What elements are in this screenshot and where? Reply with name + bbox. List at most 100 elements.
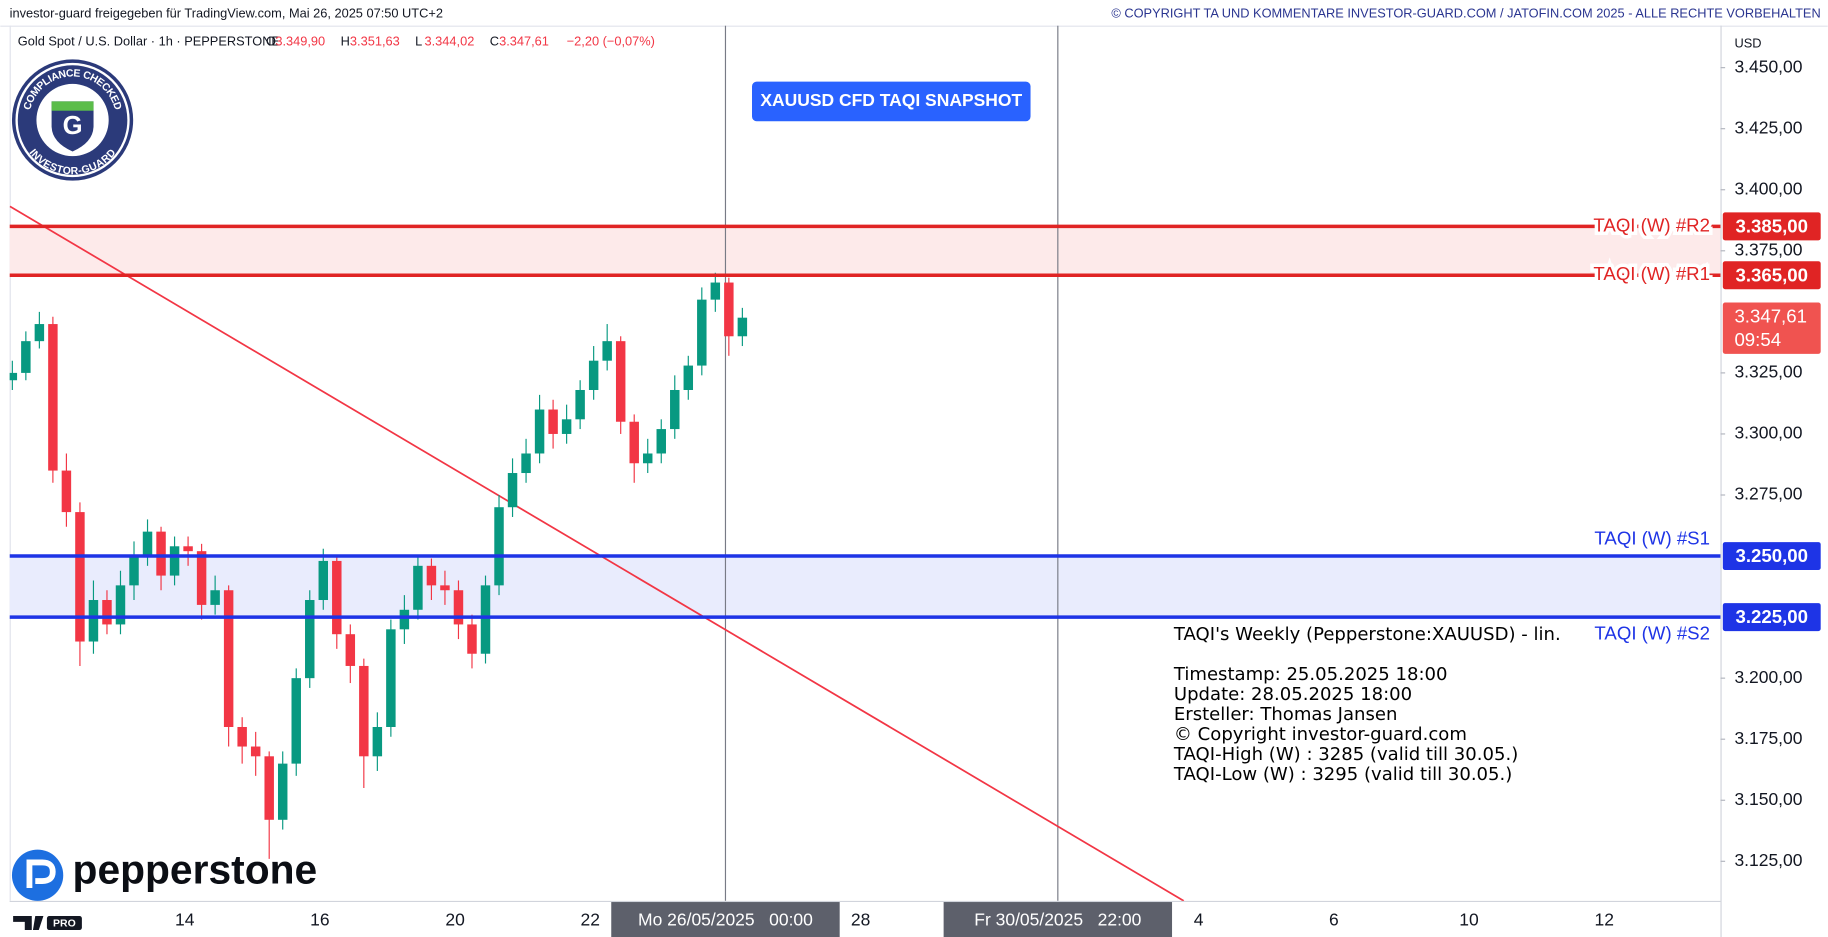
level-price-label: 3.365,00 [1736,264,1809,285]
y-tick-label: 3.300,00 [1734,423,1802,443]
level-price-label: 3.250,00 [1736,545,1809,566]
candle-body [588,360,599,390]
y-tick-label: 3.425,00 [1734,117,1802,137]
x-tick-label: Mo 26/05/2025 00:00 [638,909,813,929]
level-price-tag [1722,542,1821,571]
candle-body [196,551,207,605]
candle-body [345,634,356,666]
symbol-legend: Gold Spot / U.S. Dollar · 1h · PEPPERSTO… [18,33,655,48]
title-button: XAUUSD CFD TAQI SNAPSHOT [752,81,1031,122]
y-tick-label: 3.150,00 [1734,789,1802,809]
candle-body [9,372,18,381]
badge-letter: G [63,112,83,140]
candle-body [34,324,45,342]
candle-body [129,556,139,586]
candle-body [507,473,518,508]
level-zone [9,556,1721,618]
header-left: investor-guard freigegeben für TradingVi… [10,5,443,20]
x-tick-label: 20 [445,909,465,929]
level-price-tag [1722,212,1821,241]
candle-body [413,565,423,610]
x-tick-label: 12 [1594,909,1613,929]
candle-body [697,299,707,366]
x-tick-label: 22 [581,909,600,929]
note-line: Timestamp: 25.05.2025 18:00 [1173,664,1448,685]
current-price-tag [1722,302,1821,354]
candle-body [210,590,220,605]
brand-icon-p [26,859,56,889]
candle-body [223,590,234,727]
candle-body [629,421,639,464]
y-tick-label: 3.200,00 [1734,667,1802,687]
pro-label: PRO [53,918,76,929]
candle-body [724,282,734,337]
y-tick-label: 3.325,00 [1734,362,1802,382]
candle-body [683,365,694,390]
level-price-label: 3.385,00 [1736,215,1809,236]
candle-body [291,678,301,764]
x-tick-highlight [943,902,1173,937]
candle-body [115,585,126,625]
candle-body [453,590,464,625]
x-tick-label: 28 [851,909,870,929]
tradingview-logo: PRO [13,916,82,931]
pro-box [46,916,82,931]
level-zone [9,226,1721,276]
candle-body [61,470,72,513]
pepperstone-logo: pepperstone [11,847,318,901]
candle-body [480,585,491,654]
candle-body [183,546,193,552]
level-price-label: 3.225,00 [1736,606,1809,627]
candle-body [142,531,153,557]
candle-body [521,453,531,474]
ohlc-value: 3.344,02 [425,33,475,48]
candle-body [359,665,369,757]
countdown-label: 09:54 [1734,329,1781,350]
x-tick-label: 16 [310,909,329,929]
candle-body [264,756,274,820]
candle-body [277,763,288,820]
x-tick-highlight [611,902,840,937]
candle-body [88,600,99,642]
x-tick-label: 10 [1459,909,1479,929]
candle-body [737,317,748,337]
candle-body [21,341,31,373]
note-line: TAQI-Low (W) : 3295 (valid till 30.05.) [1173,764,1512,785]
y-tick-label: 3.400,00 [1734,178,1802,198]
candle-body [426,565,437,586]
plot-area [9,25,1721,901]
overlay: TAQI (W) #R2 TAQI (W) #R1 TAQI (W) #S1 TAQI… [175,56,1821,937]
brand-icon [11,849,64,901]
y-tick-label: 3.175,00 [1734,728,1802,748]
ohlc-value: 3.351,63 [350,33,400,48]
x-tick-label: 6 [1329,909,1339,929]
tv-mark-t [13,916,32,931]
level-label: TAQI (W) #S2 [1594,623,1710,644]
candle-body [575,389,585,420]
ohlc-value: 3.347,61 [499,33,549,48]
badge-shield [51,101,94,152]
brand-name: pepperstone [73,847,318,893]
candle-body [561,419,572,434]
candle-body [548,409,558,434]
level-label: TAQI (W) #R2 [1593,214,1710,235]
candle-body [332,560,342,635]
candle-body [670,389,680,430]
x-tick-label: 14 [175,909,195,929]
note-line: TAQI-High (W) : 3285 (valid till 30.05.) [1173,744,1518,765]
candle-body [399,609,410,630]
candle-body [169,546,180,576]
candle-body [534,409,545,454]
candle-body [156,531,166,576]
candle-body [75,512,85,642]
compliance-badge: G COMPLIANCE CHECKED INVESTOR-GUARD [11,59,134,181]
note-line: Update: 28.05.2025 18:00 [1174,684,1412,705]
candle-body [237,726,247,747]
y-tick-label: 3.275,00 [1734,484,1802,504]
candle-body [318,560,329,601]
ohlc-change: −2,20 (−0,07%) [567,33,655,48]
note-line: Ersteller: Thomas Jansen [1174,704,1397,725]
x-tick-label: Fr 30/05/2025 22:00 [974,909,1141,929]
